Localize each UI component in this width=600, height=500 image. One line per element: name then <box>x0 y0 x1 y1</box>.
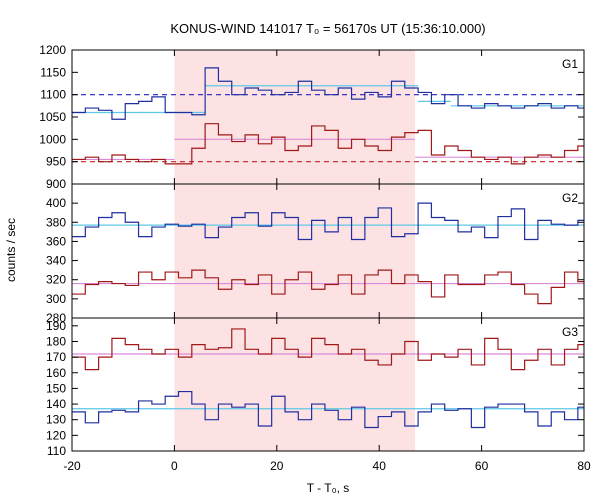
y-tick-label: 170 <box>46 350 66 364</box>
series-line-1 <box>72 123 584 165</box>
panel-g1: 900 950 1000 1050 1100 1150 1200 G1 <box>39 43 585 191</box>
y-tick-label: 1200 <box>39 43 66 57</box>
y-axis-label: counts / sec <box>4 218 18 282</box>
x-axis-label: T - T₀, s <box>307 481 350 495</box>
panel-frame <box>71 317 585 452</box>
panel-g2: 280 300 320 340 360 380 400 G2 <box>46 183 585 325</box>
y-tick-label: 190 <box>46 319 66 333</box>
shaded-interval <box>174 50 416 184</box>
y-tick-label: 1150 <box>40 65 66 79</box>
y-tick-label: 110 <box>47 444 66 458</box>
y-tick-label: 900 <box>46 177 66 191</box>
y-tick-label: 320 <box>46 273 66 287</box>
series-line-0 <box>72 67 584 120</box>
y-tick-label: 360 <box>46 234 66 248</box>
x-tick-label: -20 <box>63 459 81 473</box>
y-tick-label: 1000 <box>39 132 66 146</box>
shaded-interval <box>174 318 416 451</box>
y-tick-label: 140 <box>46 397 66 411</box>
y-tick-label: 280 <box>46 311 66 325</box>
series-line-0 <box>72 202 584 241</box>
y-tick-label: 160 <box>46 366 66 380</box>
y-tick-label: 180 <box>46 334 66 348</box>
y-tick-label: 340 <box>46 254 66 268</box>
y-tick-label: 150 <box>46 381 66 395</box>
y-tick-label: 120 <box>46 428 66 442</box>
y-tick-label: 1100 <box>40 88 66 102</box>
panel-label: G1 <box>562 57 578 71</box>
shaded-interval <box>174 184 416 318</box>
y-tick-label: 300 <box>46 292 66 306</box>
chart-panels: 90095010001050110011501200G1280300320340… <box>39 43 591 473</box>
y-tick-label: 130 <box>46 413 66 427</box>
chart-title: KONUS-WIND 141017 T₀ = 56170s UT (15:36:… <box>170 21 485 36</box>
y-tick-label: 400 <box>46 196 66 210</box>
x-tick-label: 40 <box>373 459 387 473</box>
x-tick-label: 60 <box>475 459 489 473</box>
panel-label: G2 <box>562 191 578 205</box>
y-tick-label: 1050 <box>39 110 66 124</box>
x-tick-label: 0 <box>171 459 178 473</box>
x-tick-label: 80 <box>577 459 591 473</box>
panel-label: G3 <box>562 325 578 339</box>
y-tick-label: 380 <box>46 215 66 229</box>
y-tick-label: 950 <box>46 155 66 169</box>
x-tick-label: 20 <box>270 459 284 473</box>
series-line-0 <box>72 328 584 371</box>
series-line-1 <box>72 269 584 305</box>
series-line-1 <box>72 390 584 429</box>
